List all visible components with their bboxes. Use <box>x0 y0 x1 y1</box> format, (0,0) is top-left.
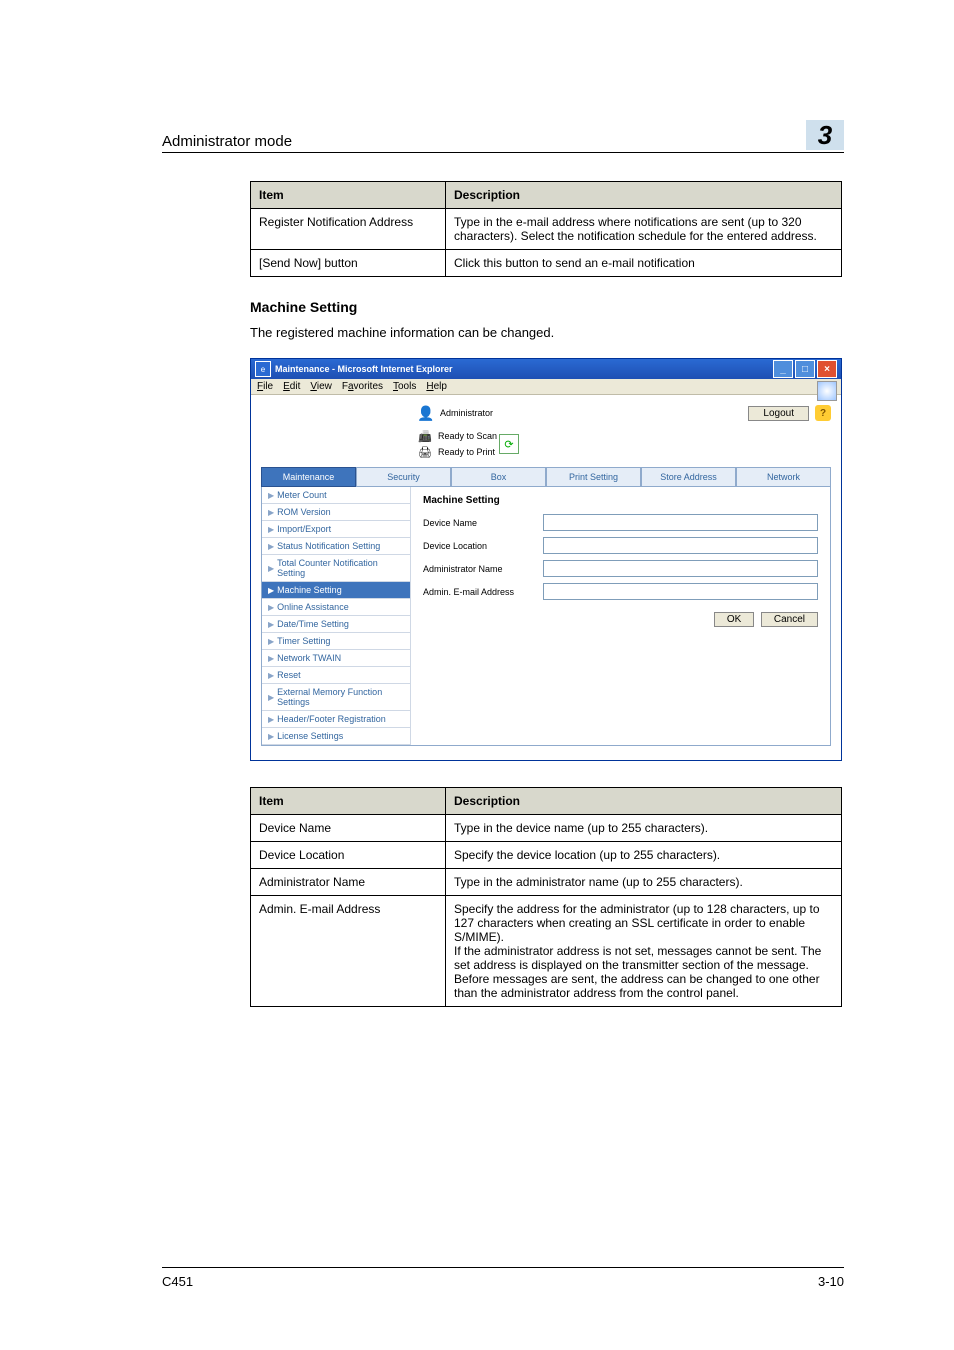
chapter-number-box: 3 <box>806 120 844 150</box>
tab-network[interactable]: Network <box>736 467 831 487</box>
tab-security[interactable]: Security <box>356 467 451 487</box>
table2-r1c1: Specify the device location (up to 255 c… <box>446 842 842 869</box>
table-row: [Send Now] button Click this button to s… <box>251 250 842 277</box>
machine-setting-table: Item Description Device Name Type in the… <box>250 787 842 1007</box>
table1-header-desc: Description <box>446 182 842 209</box>
window-titlebar: e Maintenance - Microsoft Internet Explo… <box>251 359 841 379</box>
main-panel: Machine Setting Device Name Device Locat… <box>411 487 830 745</box>
ok-button[interactable]: OK <box>714 612 754 627</box>
menu-view[interactable]: View <box>310 381 332 392</box>
table2-r0c1: Type in the device name (up to 255 chara… <box>446 815 842 842</box>
ie-icon: e <box>255 361 271 377</box>
sidebar-item-status-notification[interactable]: ▶Status Notification Setting <box>262 538 410 555</box>
menu-file[interactable]: File <box>257 381 273 392</box>
footer-right: 3-10 <box>818 1274 844 1289</box>
refresh-icon[interactable]: ⟳ <box>499 434 519 454</box>
field-label-administrator-name: Administrator Name <box>423 564 543 574</box>
device-name-input[interactable] <box>543 514 818 531</box>
admin-email-input[interactable] <box>543 583 818 600</box>
table1-r0c1: Type in the e-mail address where notific… <box>446 209 842 250</box>
printer-icon: 🖨 <box>416 445 434 459</box>
table1-header-item: Item <box>251 182 446 209</box>
administrator-icon: 👤 <box>416 403 436 423</box>
ready-scan-label: Ready to Scan <box>438 431 497 441</box>
sidebar-item-date-time[interactable]: ▶Date/Time Setting <box>262 616 410 633</box>
chapter-number: 3 <box>818 120 832 151</box>
table-row: Admin. E-mail Address Specify the addres… <box>251 896 842 1007</box>
menu-help[interactable]: Help <box>426 381 447 392</box>
menu-bar: File Edit View Favorites Tools Help <box>251 379 841 395</box>
table2-r1c0: Device Location <box>251 842 446 869</box>
administrator-label: Administrator <box>440 408 493 418</box>
table-row: Device Name Type in the device name (up … <box>251 815 842 842</box>
main-panel-title: Machine Setting <box>423 495 818 506</box>
tab-bar: Maintenance Security Box Print Setting S… <box>261 467 831 487</box>
ready-print-label: Ready to Print <box>438 447 495 457</box>
embedded-screenshot: e Maintenance - Microsoft Internet Explo… <box>250 358 842 761</box>
window-title: Maintenance - Microsoft Internet Explore… <box>275 364 773 374</box>
close-button[interactable]: × <box>817 360 837 378</box>
tab-maintenance[interactable]: Maintenance <box>261 467 356 487</box>
tab-store-address[interactable]: Store Address <box>641 467 736 487</box>
table2-r0c0: Device Name <box>251 815 446 842</box>
sidebar-item-rom-version[interactable]: ▶ROM Version <box>262 504 410 521</box>
scanner-icon: 📠 <box>416 429 434 443</box>
ie-throbber-icon <box>817 381 837 401</box>
footer-left: C451 <box>162 1274 193 1289</box>
table2-r2c0: Administrator Name <box>251 869 446 896</box>
sidebar-item-total-counter-notification[interactable]: ▶Total Counter Notification Setting <box>262 555 410 582</box>
sidebar-item-online-assistance[interactable]: ▶Online Assistance <box>262 599 410 616</box>
minimize-button[interactable]: _ <box>773 360 793 378</box>
table2-header-desc: Description <box>446 788 842 815</box>
table2-r2c1: Type in the administrator name (up to 25… <box>446 869 842 896</box>
menu-favorites[interactable]: Favorites <box>342 381 383 392</box>
table2-r3c1: Specify the address for the administrato… <box>446 896 842 1007</box>
table2-r3c0: Admin. E-mail Address <box>251 896 446 1007</box>
field-label-admin-email: Admin. E-mail Address <box>423 587 543 597</box>
logout-button[interactable]: Logout <box>748 406 809 421</box>
sidebar-item-reset[interactable]: ▶Reset <box>262 667 410 684</box>
field-label-device-location: Device Location <box>423 541 543 551</box>
page-footer: C451 3-10 <box>162 1267 844 1289</box>
help-icon[interactable]: ? <box>815 405 831 421</box>
table1-r1c0: [Send Now] button <box>251 250 446 277</box>
sidebar: ▶Meter Count ▶ROM Version ▶Import/Export… <box>262 487 411 745</box>
table-row: Administrator Name Type in the administr… <box>251 869 842 896</box>
sidebar-item-header-footer[interactable]: ▶Header/Footer Registration <box>262 711 410 728</box>
cancel-button[interactable]: Cancel <box>761 612 818 627</box>
field-label-device-name: Device Name <box>423 518 543 528</box>
menu-tools[interactable]: Tools <box>393 381 416 392</box>
sidebar-item-license[interactable]: ▶License Settings <box>262 728 410 745</box>
header-title: Administrator mode <box>162 133 800 150</box>
sidebar-item-machine-setting[interactable]: ▶Machine Setting <box>262 582 410 599</box>
sidebar-item-network-twain[interactable]: ▶Network TWAIN <box>262 650 410 667</box>
sidebar-item-import-export[interactable]: ▶Import/Export <box>262 521 410 538</box>
menu-edit[interactable]: Edit <box>283 381 300 392</box>
maximize-button[interactable]: □ <box>795 360 815 378</box>
tab-print-setting[interactable]: Print Setting <box>546 467 641 487</box>
notification-table: Item Description Register Notification A… <box>250 181 842 277</box>
sidebar-item-meter-count[interactable]: ▶Meter Count <box>262 487 410 504</box>
table1-r1c1: Click this button to send an e-mail noti… <box>446 250 842 277</box>
sidebar-item-external-memory[interactable]: ▶External Memory Function Settings <box>262 684 410 711</box>
table-row: Register Notification Address Type in th… <box>251 209 842 250</box>
table-row: Device Location Specify the device locat… <box>251 842 842 869</box>
section-heading: Machine Setting <box>250 299 844 315</box>
running-header: Administrator mode 3 <box>162 120 844 153</box>
table1-r0c0: Register Notification Address <box>251 209 446 250</box>
administrator-name-input[interactable] <box>543 560 818 577</box>
section-body: The registered machine information can b… <box>250 325 844 340</box>
table2-header-item: Item <box>251 788 446 815</box>
tab-box[interactable]: Box <box>451 467 546 487</box>
device-location-input[interactable] <box>543 537 818 554</box>
sidebar-item-timer[interactable]: ▶Timer Setting <box>262 633 410 650</box>
